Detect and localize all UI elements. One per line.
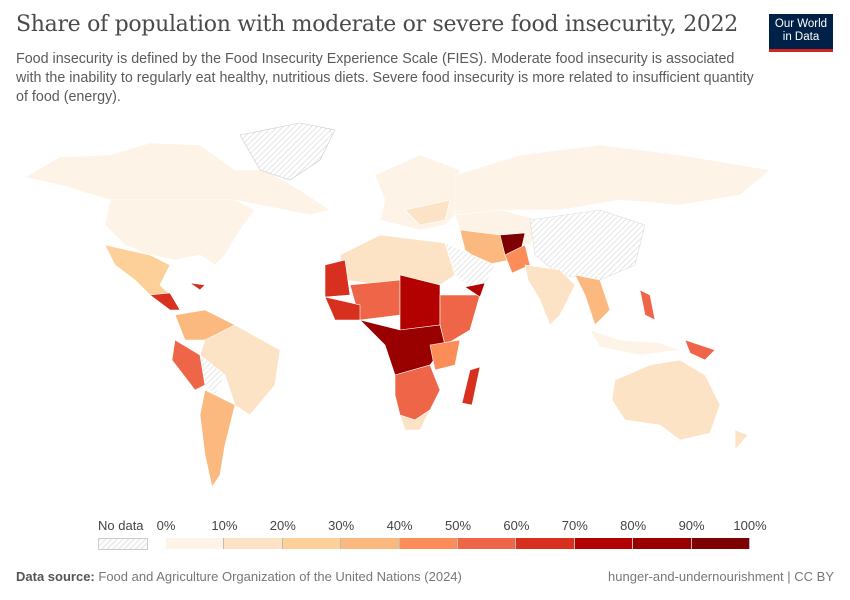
peru[interactable] <box>171 339 206 391</box>
argentina-chile[interactable] <box>199 389 236 488</box>
legend-bin[interactable] <box>633 538 692 549</box>
legend-bin[interactable] <box>516 538 575 549</box>
papua-new-guinea[interactable] <box>684 339 716 361</box>
western-sahara-mauritania[interactable] <box>324 259 351 298</box>
source-text[interactable]: Food and Agriculture Organization of the… <box>98 569 462 584</box>
owid-logo[interactable]: Our World in Data <box>769 14 833 52</box>
pakistan[interactable] <box>504 244 531 274</box>
madagascar[interactable] <box>461 366 481 406</box>
india[interactable] <box>524 264 576 326</box>
source-label: Data source: <box>16 569 95 584</box>
usa[interactable] <box>104 199 256 266</box>
east-africa[interactable] <box>429 339 461 371</box>
legend-bin[interactable] <box>282 538 342 549</box>
legend-bin[interactable] <box>457 538 517 549</box>
south-africa[interactable] <box>399 409 431 431</box>
north-africa[interactable] <box>339 234 456 286</box>
chart-subtitle: Food insecurity is defined by the Food I… <box>16 51 754 105</box>
legend-tick: 70% <box>561 518 588 533</box>
legend-bin[interactable] <box>224 538 283 549</box>
data-source: Data source: Food and Agriculture Organi… <box>16 569 462 584</box>
southern-africa[interactable] <box>394 364 441 421</box>
legend-tick: 10% <box>211 518 238 533</box>
legend-tick: 30% <box>328 518 355 533</box>
indonesia[interactable] <box>589 329 681 356</box>
yemen[interactable] <box>464 282 486 298</box>
legend-tick: 40% <box>386 518 413 533</box>
southeast-asia[interactable] <box>574 274 611 326</box>
ethiopia-somalia[interactable] <box>439 294 481 346</box>
chart-title: Share of population with moderate or sev… <box>16 12 738 37</box>
world-map <box>24 122 771 488</box>
legend-bin[interactable] <box>691 538 750 549</box>
central-america[interactable] <box>149 292 181 311</box>
sudan-chad[interactable] <box>399 274 441 331</box>
legend-tick: 60% <box>503 518 530 533</box>
legend-tick: 50% <box>444 518 472 533</box>
iran[interactable] <box>459 229 511 266</box>
legend-tick: 80% <box>620 518 647 533</box>
legend-tick: 100% <box>733 518 767 533</box>
legend-no-data-label: No data <box>98 518 144 533</box>
russia[interactable] <box>454 144 771 216</box>
philippines[interactable] <box>639 289 656 321</box>
footer-right[interactable]: hunger-and-undernourishment | CC BY <box>608 569 834 584</box>
logo-line1: Our World <box>774 18 828 30</box>
balkans-ukraine[interactable] <box>404 199 451 226</box>
logo-line2: in Data <box>782 31 820 43</box>
legend-tick: 0% <box>156 518 176 533</box>
caribbean[interactable] <box>189 282 206 291</box>
legend-bin[interactable] <box>341 538 400 549</box>
legend-bin[interactable] <box>166 538 225 549</box>
new-zealand[interactable] <box>734 429 749 451</box>
legend-no-data-swatch <box>98 538 148 550</box>
legend-tick: 20% <box>269 518 296 533</box>
china[interactable] <box>529 209 646 281</box>
legend-bin[interactable] <box>574 538 634 549</box>
greenland[interactable] <box>239 122 336 181</box>
australia[interactable] <box>611 359 721 441</box>
west-coast[interactable] <box>324 296 361 321</box>
legend-bin[interactable] <box>399 538 458 549</box>
legend-tick: 90% <box>678 518 705 533</box>
